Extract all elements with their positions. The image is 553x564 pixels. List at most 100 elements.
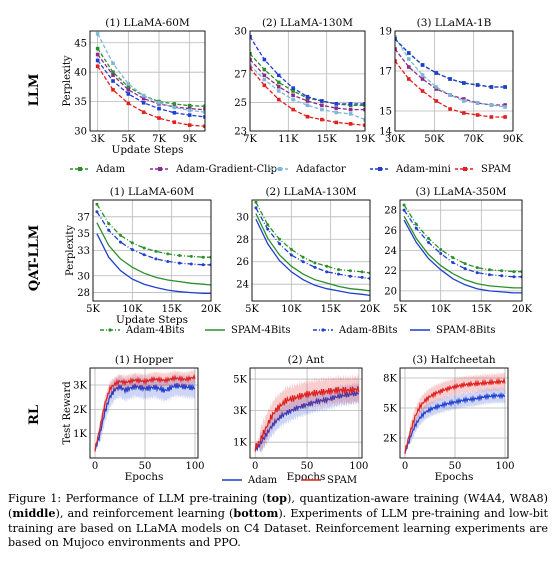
point-adam-mini (187, 113, 192, 117)
x-tick-label: 15K (321, 304, 342, 315)
x-tick-label: 0 (402, 461, 408, 472)
x-tick-label: 15K (471, 304, 492, 315)
y-tick-label: 8K (383, 374, 397, 385)
series-line-adam-gradient-clip (250, 59, 365, 111)
x-tick-label: 100 (349, 461, 368, 472)
chart-panel-6: 5K 10K 15K 20K 20 22 24 26 28 (3) LLaMA-350M (384, 186, 532, 315)
point-adam-8bits (500, 274, 504, 278)
figure-canvas: LLM QAT-LLM RL 3K 5K 7K 9K 30 35 40 45 (1) LLaMA… (27, 17, 533, 486)
point-spam (291, 107, 295, 112)
caption-text-1: Performance of LLM pre-training ( (65, 492, 267, 505)
y-tick-label: 17 (379, 67, 392, 78)
point-adafactor (475, 101, 480, 105)
y-tick-label: 5K (233, 375, 247, 386)
point-spam (250, 66, 252, 70)
series-line-adam (97, 48, 205, 107)
point-adam-mini (203, 115, 205, 119)
point-spam (406, 77, 411, 81)
plot-frame (92, 199, 212, 302)
y-tick-label: 30 (74, 127, 87, 138)
chart-title: (3) LLaMA-1B (417, 17, 492, 29)
point-spam (111, 88, 115, 92)
row-label-rl: RL (27, 405, 42, 425)
point-spam (141, 110, 146, 114)
point-adam-4bits (201, 255, 205, 259)
y-tick-label: 19 (379, 27, 392, 38)
chart-title: (2) LLaMA-130M (265, 186, 356, 198)
chart-panel-2: 7K 11K 15K 19K 23 25 27 30 (2) LLaMA-130M (234, 17, 375, 145)
point-spam (262, 83, 267, 88)
point-adam-8bits (119, 240, 123, 244)
point-adam-8bits (313, 265, 317, 269)
point-adafactor (448, 93, 452, 97)
point-adam-8bits (95, 210, 99, 214)
legend-label: Adam-8Bits (338, 325, 398, 336)
series-line-spam-8bits (403, 219, 522, 294)
chart-panel-3: 30K 50K 70K 90K 14 15 17 19 (3) LLaMA-1B (379, 17, 523, 145)
legend-marker (463, 167, 467, 171)
legend-item: SPAM-8Bits (410, 325, 496, 336)
point-adam-mini (320, 99, 324, 103)
legend-marker (158, 167, 162, 171)
plot-area (250, 34, 365, 128)
legend-label: Adam (95, 164, 126, 175)
plot-area (94, 369, 196, 454)
y-tick-label: 15 (379, 107, 392, 118)
y-axis-label: Perplexity (62, 55, 73, 106)
point-spam (503, 115, 507, 119)
x-tick-label: 0 (252, 461, 258, 472)
point-adafactor (126, 82, 131, 86)
legend-marker (278, 167, 282, 171)
legend-item: Adam (222, 475, 278, 486)
point-spam (395, 59, 397, 63)
point-adam-4bits (289, 247, 293, 251)
point-adafactor (305, 103, 310, 108)
point-adam-4bits (254, 200, 258, 204)
series-line-adam (404, 391, 506, 454)
x-tick-label: 15K (317, 134, 338, 145)
plot-area (395, 35, 507, 119)
y-tick-label: 3K (73, 381, 87, 392)
y-axis-label: Perplexity (65, 225, 76, 276)
x-tick-label: 9K (183, 134, 197, 145)
legend-item: Adam-8Bits (313, 325, 398, 336)
series-band-spam (405, 371, 505, 457)
plot-area (254, 373, 360, 456)
series-line-adafactor (97, 33, 205, 113)
point-spam (448, 107, 452, 111)
plot-frame (249, 30, 366, 132)
point-adam-8bits (189, 262, 193, 266)
point-adam-8bits (451, 261, 455, 265)
point-adam-8bits (266, 227, 270, 231)
series-line-adam-8bits (403, 209, 522, 278)
point-adam-4bits (463, 262, 467, 266)
x-tick-label: 100 (185, 461, 204, 472)
x-tick-label: 20K (201, 304, 222, 315)
legend-label: Adam-4Bits (125, 325, 185, 336)
series-line-adafactor (250, 64, 365, 121)
y-tick-label: 22 (384, 266, 397, 277)
point-adam-4bits (451, 256, 455, 260)
plot-frame (89, 30, 206, 132)
point-adam-mini (503, 85, 507, 89)
point-adam-gradient-clip (126, 88, 131, 92)
point-adam-4bits (512, 270, 516, 274)
point-adam-gradient-clip (503, 103, 507, 107)
point-adafactor (395, 35, 397, 39)
series-line-spam-4bits (255, 213, 370, 292)
series-line-adam-4bits (403, 204, 522, 273)
legend-marker (108, 328, 112, 332)
y-tick-label: 28 (384, 206, 397, 217)
point-adam-gradient-clip (276, 84, 281, 89)
point-adam (111, 70, 115, 74)
point-adam (172, 102, 177, 106)
point-adam-8bits (360, 275, 364, 279)
point-adam-4bits (119, 233, 123, 237)
point-adam-4bits (360, 270, 364, 274)
y-tick-label: 28 (77, 288, 90, 299)
point-spam (126, 101, 131, 106)
chart-panel-8: 0 50 100 1K 3K 5K (2) Ant Epochs (233, 354, 368, 483)
x-tick-label: 5K (86, 304, 100, 315)
caption-text-4: ). Experiments of LLM pre-training and l… (8, 507, 548, 549)
series-line-adam (94, 382, 196, 451)
